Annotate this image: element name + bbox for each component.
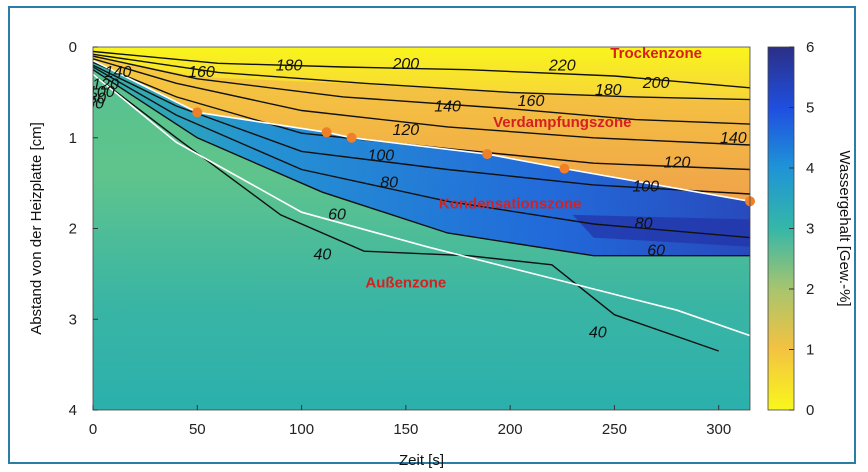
x-tick-label-0: 0	[89, 421, 97, 438]
condensation-band	[93, 60, 750, 256]
zone-label-1: Verdampfungszone	[493, 114, 631, 131]
isotherm-line-140	[93, 58, 750, 146]
y-tick-label-2: 2	[69, 221, 77, 238]
colorbar-tick-label-1: 1	[806, 342, 814, 359]
y-tick-label-0: 0	[69, 39, 77, 56]
isotherm-label-12: 160	[518, 93, 545, 110]
zone-label-0: Trockenzone	[610, 45, 702, 62]
colorbar-label: Wassergehalt [Gew.-%]	[836, 150, 853, 306]
isotherm-line-40	[93, 73, 719, 352]
isotherm-label-22: 60	[647, 243, 665, 260]
isotherm-label-10: 200	[642, 75, 670, 92]
data-point-0	[192, 107, 203, 118]
isotherm-label-2: 100	[88, 84, 115, 101]
x-tick-label-3: 150	[393, 421, 418, 438]
colorbar-tick-label-6: 6	[806, 39, 814, 56]
y-axis-label: Abstand von der Heizplatte [cm]	[28, 122, 45, 335]
isotherm-label-17: 100	[367, 147, 394, 164]
dark-band	[572, 214, 750, 247]
isotherm-label-3: 80	[88, 90, 106, 107]
data-point-3	[482, 149, 493, 160]
isotherm-label-24: 40	[589, 324, 607, 341]
data-point-2	[346, 132, 357, 143]
x-axis-label: Zeit [s]	[399, 452, 444, 469]
isotherm-line-160	[93, 55, 750, 125]
data-point-4	[559, 163, 570, 174]
zone-label-2: Kondensationszone	[439, 196, 582, 213]
isotherm-label-7: 180	[276, 58, 303, 75]
isotherm-label-21: 60	[328, 206, 346, 223]
isotherm-label-9: 220	[548, 58, 576, 75]
isotherm-label-20: 80	[635, 216, 653, 233]
isotherm-label-14: 140	[720, 130, 747, 147]
isotherm-label-1: 120	[92, 77, 119, 94]
x-tick-label-5: 250	[602, 421, 627, 438]
isotherm-label-4: 60	[86, 96, 104, 113]
isotherm-line-100	[93, 64, 750, 195]
isotherm-label-16: 120	[664, 155, 691, 172]
isotherm-label-18: 100	[632, 178, 659, 195]
isotherm-label-19: 80	[380, 175, 398, 192]
x-tick-label-6: 300	[706, 421, 731, 438]
isotherm-line-200	[93, 50, 750, 89]
colorbar-tick-label-2: 2	[806, 281, 814, 298]
x-tick-label-2: 100	[289, 421, 314, 438]
dry-core	[93, 47, 750, 102]
colorbar-tick-label-3: 3	[806, 221, 814, 238]
isotherm-line-80	[93, 66, 750, 239]
y-tick-label-1: 1	[69, 130, 77, 147]
isotherm-label-13: 140	[434, 98, 461, 115]
isotherm-label-8: 200	[392, 56, 420, 73]
isotherm-label-5: 40	[49, 136, 67, 153]
isotherm-label-11: 180	[595, 82, 622, 99]
data-point-1	[321, 127, 332, 138]
isotherm-label-6: 160	[188, 64, 215, 81]
isotherm-label-0: 140	[105, 64, 132, 81]
x-tick-label-4: 200	[498, 421, 523, 438]
colorbar-tick-label-5: 5	[806, 100, 814, 117]
isotherm-label-23: 40	[314, 246, 332, 263]
isotherm-line-60	[93, 69, 750, 257]
zone-boundary-2	[93, 73, 750, 337]
colorbar-tick-label-0: 0	[806, 402, 814, 419]
y-tick-label-3: 3	[69, 311, 77, 328]
zone-label-3: Außenzone	[365, 274, 446, 291]
colorbar-tick-label-4: 4	[806, 160, 814, 177]
x-tick-label-1: 50	[189, 421, 206, 438]
isotherm-label-15: 120	[393, 122, 420, 139]
y-tick-label-4: 4	[69, 402, 77, 419]
isotherm-line-180	[93, 53, 750, 101]
